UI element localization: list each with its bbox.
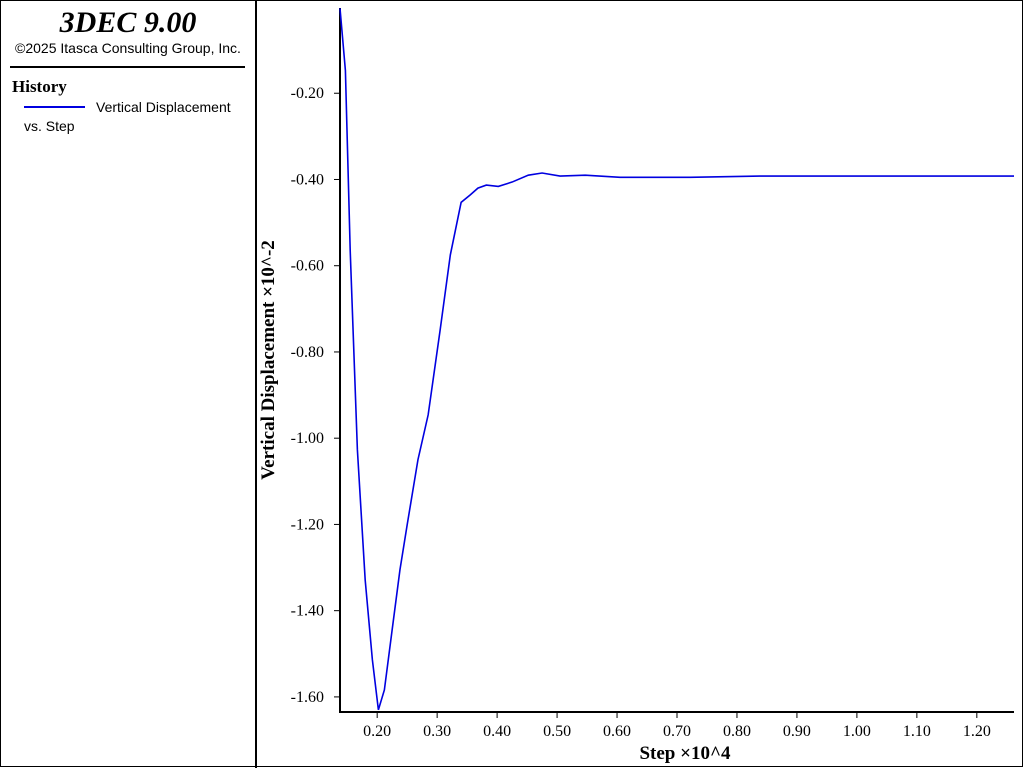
x-axis-label: Step ×10^4 [639, 743, 731, 764]
legend-entry: Vertical Displacement [96, 99, 231, 115]
y-tick-label: -0.40 [291, 171, 324, 188]
x-tick-label: 1.20 [963, 723, 991, 740]
y-tick-label: -0.80 [291, 344, 324, 361]
data-line [339, 8, 1014, 711]
copyright: ©2025 Itasca Consulting Group, Inc. [15, 40, 241, 56]
x-tick-label: 0.40 [483, 723, 511, 740]
y-tick-label: -1.40 [291, 603, 324, 620]
x-tick-label: 0.80 [723, 723, 751, 740]
legend-entry-sub: vs. Step [24, 118, 75, 134]
x-tick-label: 0.50 [543, 723, 571, 740]
x-tick-label: 0.90 [783, 723, 811, 740]
legend-heading: History [12, 77, 67, 96]
y-axis-label: Vertical Displacement ×10^-2 [258, 240, 279, 480]
y-tick-label: -0.20 [291, 85, 324, 102]
x-tick-label: 1.00 [843, 723, 871, 740]
x-tick-label: 0.30 [423, 723, 451, 740]
x-tick-label: 0.60 [603, 723, 631, 740]
y-tick-label: -0.60 [291, 258, 324, 275]
x-tick-label: 0.70 [663, 723, 691, 740]
x-tick-label: 0.20 [363, 723, 391, 740]
y-tick-label: -1.00 [291, 430, 324, 447]
x-tick-label: 1.10 [903, 723, 931, 740]
app-title: 3DEC 9.00 [59, 6, 197, 39]
y-tick-label: -1.20 [291, 516, 324, 533]
y-tick-label: -1.60 [291, 689, 324, 706]
